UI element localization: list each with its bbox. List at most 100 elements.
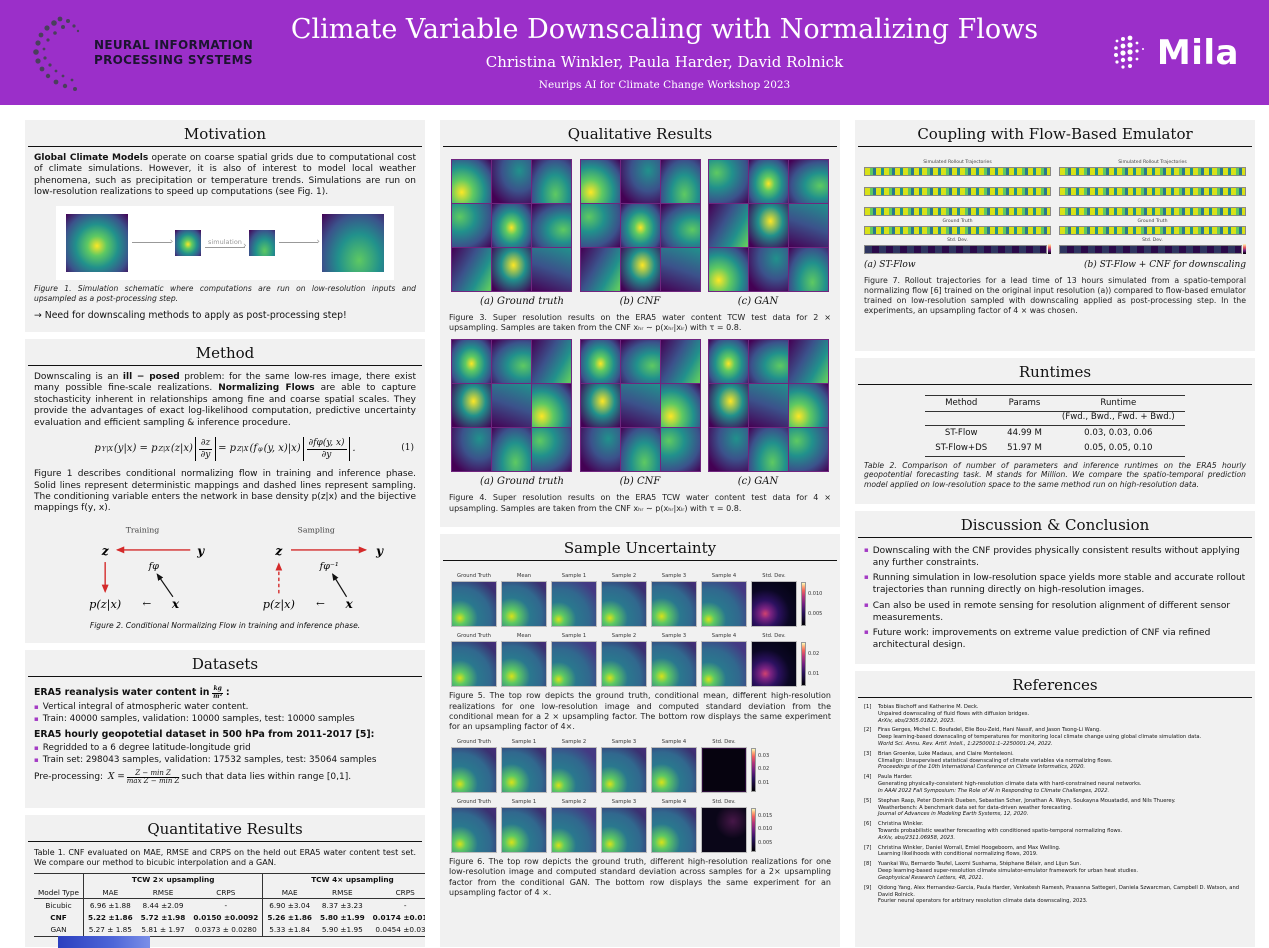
figure2-diagram: Training Sampling z y fφ p(z|x) ← x z: [34, 519, 416, 631]
panel-label: Sample 2: [561, 738, 587, 745]
colorbar-tick: 0.02: [758, 766, 770, 773]
reference-item: [3] Brian Groenke, Luke Madaus, and Clair…: [864, 751, 1246, 771]
discussion-body: ▪ Downscaling with the CNF provides physi…: [855, 538, 1255, 658]
climate-image-tile: [532, 384, 571, 428]
panel-label: Sample 2: [611, 573, 637, 579]
discussion-section: Discussion & Conclusion ▪ Downscaling wit…: [855, 511, 1255, 664]
rollout-strip-group: Simulated Rollout Trajectories: [1059, 160, 1246, 176]
climate-image-tile: [532, 204, 571, 247]
dataset-heading-text: ERA5 hourly geopotetial dataset in 500 h…: [34, 728, 375, 740]
results-table: TCW 2× upsampling TCW 4× upsampling Model …: [34, 872, 425, 938]
climate-image-tile: [580, 204, 620, 247]
climate-image-tile: [452, 160, 491, 203]
panel-label: Ground Truth: [457, 738, 491, 745]
sample-image: [551, 641, 597, 688]
panel-label: Std. Dev.: [712, 738, 736, 745]
climate-image-tile: [749, 428, 788, 472]
sample-image: [451, 746, 497, 793]
runtime-cell: 0.03, 0.03, 0.06: [1084, 427, 1153, 438]
colorbar-tick: 0.02: [808, 650, 820, 657]
mini-colorbar: [1048, 244, 1051, 255]
climate-image-tile: [532, 340, 571, 384]
climate-image-tile: [709, 160, 748, 203]
reference-item: [5] Stephan Rasp, Peter Dominik Dueben, S…: [864, 798, 1246, 818]
reference-venue: ArXiv, abs/2311.06958, 2023.: [878, 834, 956, 841]
column-header: CRPS: [216, 887, 236, 897]
stddev-image: [751, 581, 797, 628]
colorbar-tick: 0.010: [808, 590, 823, 597]
eq-subscript: Z|X: [237, 444, 249, 453]
sample-image: [701, 581, 747, 628]
climate-image-tile: [492, 204, 531, 247]
table-row: (Fwd., Bwd., Fwd. + Bwd.): [925, 410, 1185, 426]
trajectory-strip: [1059, 206, 1246, 216]
text-segment: operate on coarse spatial grids due to c…: [34, 153, 416, 198]
strip-row: [1059, 166, 1246, 176]
section-title-motivation: Motivation: [183, 125, 267, 143]
panel-label: Mean: [516, 633, 532, 640]
sample-image: [651, 581, 697, 628]
poster-header: NEURAL INFORMATION PROCESSING SYSTEMS Cl…: [0, 0, 1269, 105]
bullet-text: Train set: 298043 samples, validation: 1…: [42, 754, 377, 765]
fraction-top: Z − min Z: [126, 769, 180, 779]
sublabel-st-flow: (a) ST-Flow: [864, 260, 916, 271]
equation-1: p Y|X (y|x) = p Z|X (z|x) ∂z ∂y = p Z|X (f φ (y, …: [34, 437, 416, 462]
panel-label: Ground Truth: [457, 573, 491, 579]
sample-image: [501, 581, 547, 628]
reference-item: [8] Yuankai Wu, Bernardo Teufel, Laxmi Su…: [864, 861, 1246, 881]
reference-number: [8]: [864, 861, 872, 868]
left-arrow-glyph: ←: [142, 598, 151, 610]
figure6-caption: Figure 6. The top row depicts the ground…: [449, 856, 831, 898]
figure5-row-4x: Ground Truth Mean Sample 1 Sample 2 Sample 3…: [449, 633, 831, 688]
reference-item: [4] Paula Harder. Generating physically-co…: [864, 774, 1246, 794]
text-segment: ill − posed: [122, 372, 180, 382]
column-header: Model Type: [38, 887, 79, 897]
sample-image: [551, 746, 597, 793]
bullet-item: ▪ Downscaling with the CNF provides physi…: [864, 545, 1246, 569]
reference-title: Generating physically-consistent high-re…: [878, 781, 1142, 788]
eq-subscript: Y|X: [101, 444, 113, 453]
rollout-strip-group: [864, 179, 1051, 196]
simulation-arrow-group: simulation: [205, 238, 247, 253]
trajectory-strip: [864, 166, 1051, 176]
sample-image: [601, 581, 647, 628]
title-rule: [858, 146, 1252, 147]
reference-title: Learning likelihoods with conditional no…: [878, 851, 1038, 858]
sampling-label: Sampling: [297, 525, 334, 534]
value-cell: -: [368, 898, 425, 912]
header-center: Climate Variable Downscaling with Normal…: [290, 14, 1039, 91]
climate-image-tile: [580, 160, 620, 203]
st-flow-cnf-panel: Simulated Rollout Trajectories Ground Tru…: [1059, 157, 1246, 257]
sublabel-cnf: (b) CNF: [619, 476, 661, 488]
figure7-caption: Figure 7. Rollout trajectories for a lea…: [864, 275, 1246, 316]
rollout-strip-group: [864, 199, 1051, 216]
title-rule: [858, 697, 1252, 698]
empty-cell: [925, 410, 998, 426]
reference-item: [1] Tobias Bischoff and Katherine M. Deck…: [864, 704, 1246, 724]
bullet-text: Regridded to a 6 degree latitude-longitu…: [42, 742, 251, 753]
eq-part: p: [94, 442, 101, 454]
climate-image-tile: [492, 248, 531, 291]
column-header: MAE: [82, 886, 137, 899]
sample-panel: Sample 3: [651, 573, 697, 628]
colorbar-tick: 0.005: [808, 610, 823, 617]
trajectory-strip: [864, 225, 1051, 235]
climate-image-tile: [789, 160, 828, 203]
reference-title: Fourier neural operators for arbitrary r…: [878, 898, 1088, 905]
reference-number: [6]: [864, 821, 872, 828]
st-flow-panel: Simulated Rollout Trajectories Ground Tru…: [864, 157, 1051, 257]
colorbar-tick: 0.010: [758, 826, 773, 833]
stddev-image: [701, 746, 747, 793]
sample-image: [601, 746, 647, 793]
sublabel-ground-truth: (a) Ground truth: [480, 476, 564, 488]
strip-label: Std. Dev.: [947, 237, 968, 243]
reference-body: Paula Harder. Generating physically-consi…: [878, 774, 1142, 794]
bullet-icon: ▪: [34, 743, 39, 752]
reference-body: Yuankai Wu, Bernardo Teufel, Laxmi Susha…: [878, 861, 1138, 881]
bullet-item: ▪ Regridded to a 6 degree latitude-longit…: [34, 743, 416, 755]
eq-subscript: Z|X: [158, 444, 170, 453]
trajectory-strip: [1059, 166, 1246, 176]
sample-panel: Sample 2: [551, 799, 597, 853]
datasets-section: Datasets ERA5 reanalysis water content i…: [25, 650, 425, 808]
